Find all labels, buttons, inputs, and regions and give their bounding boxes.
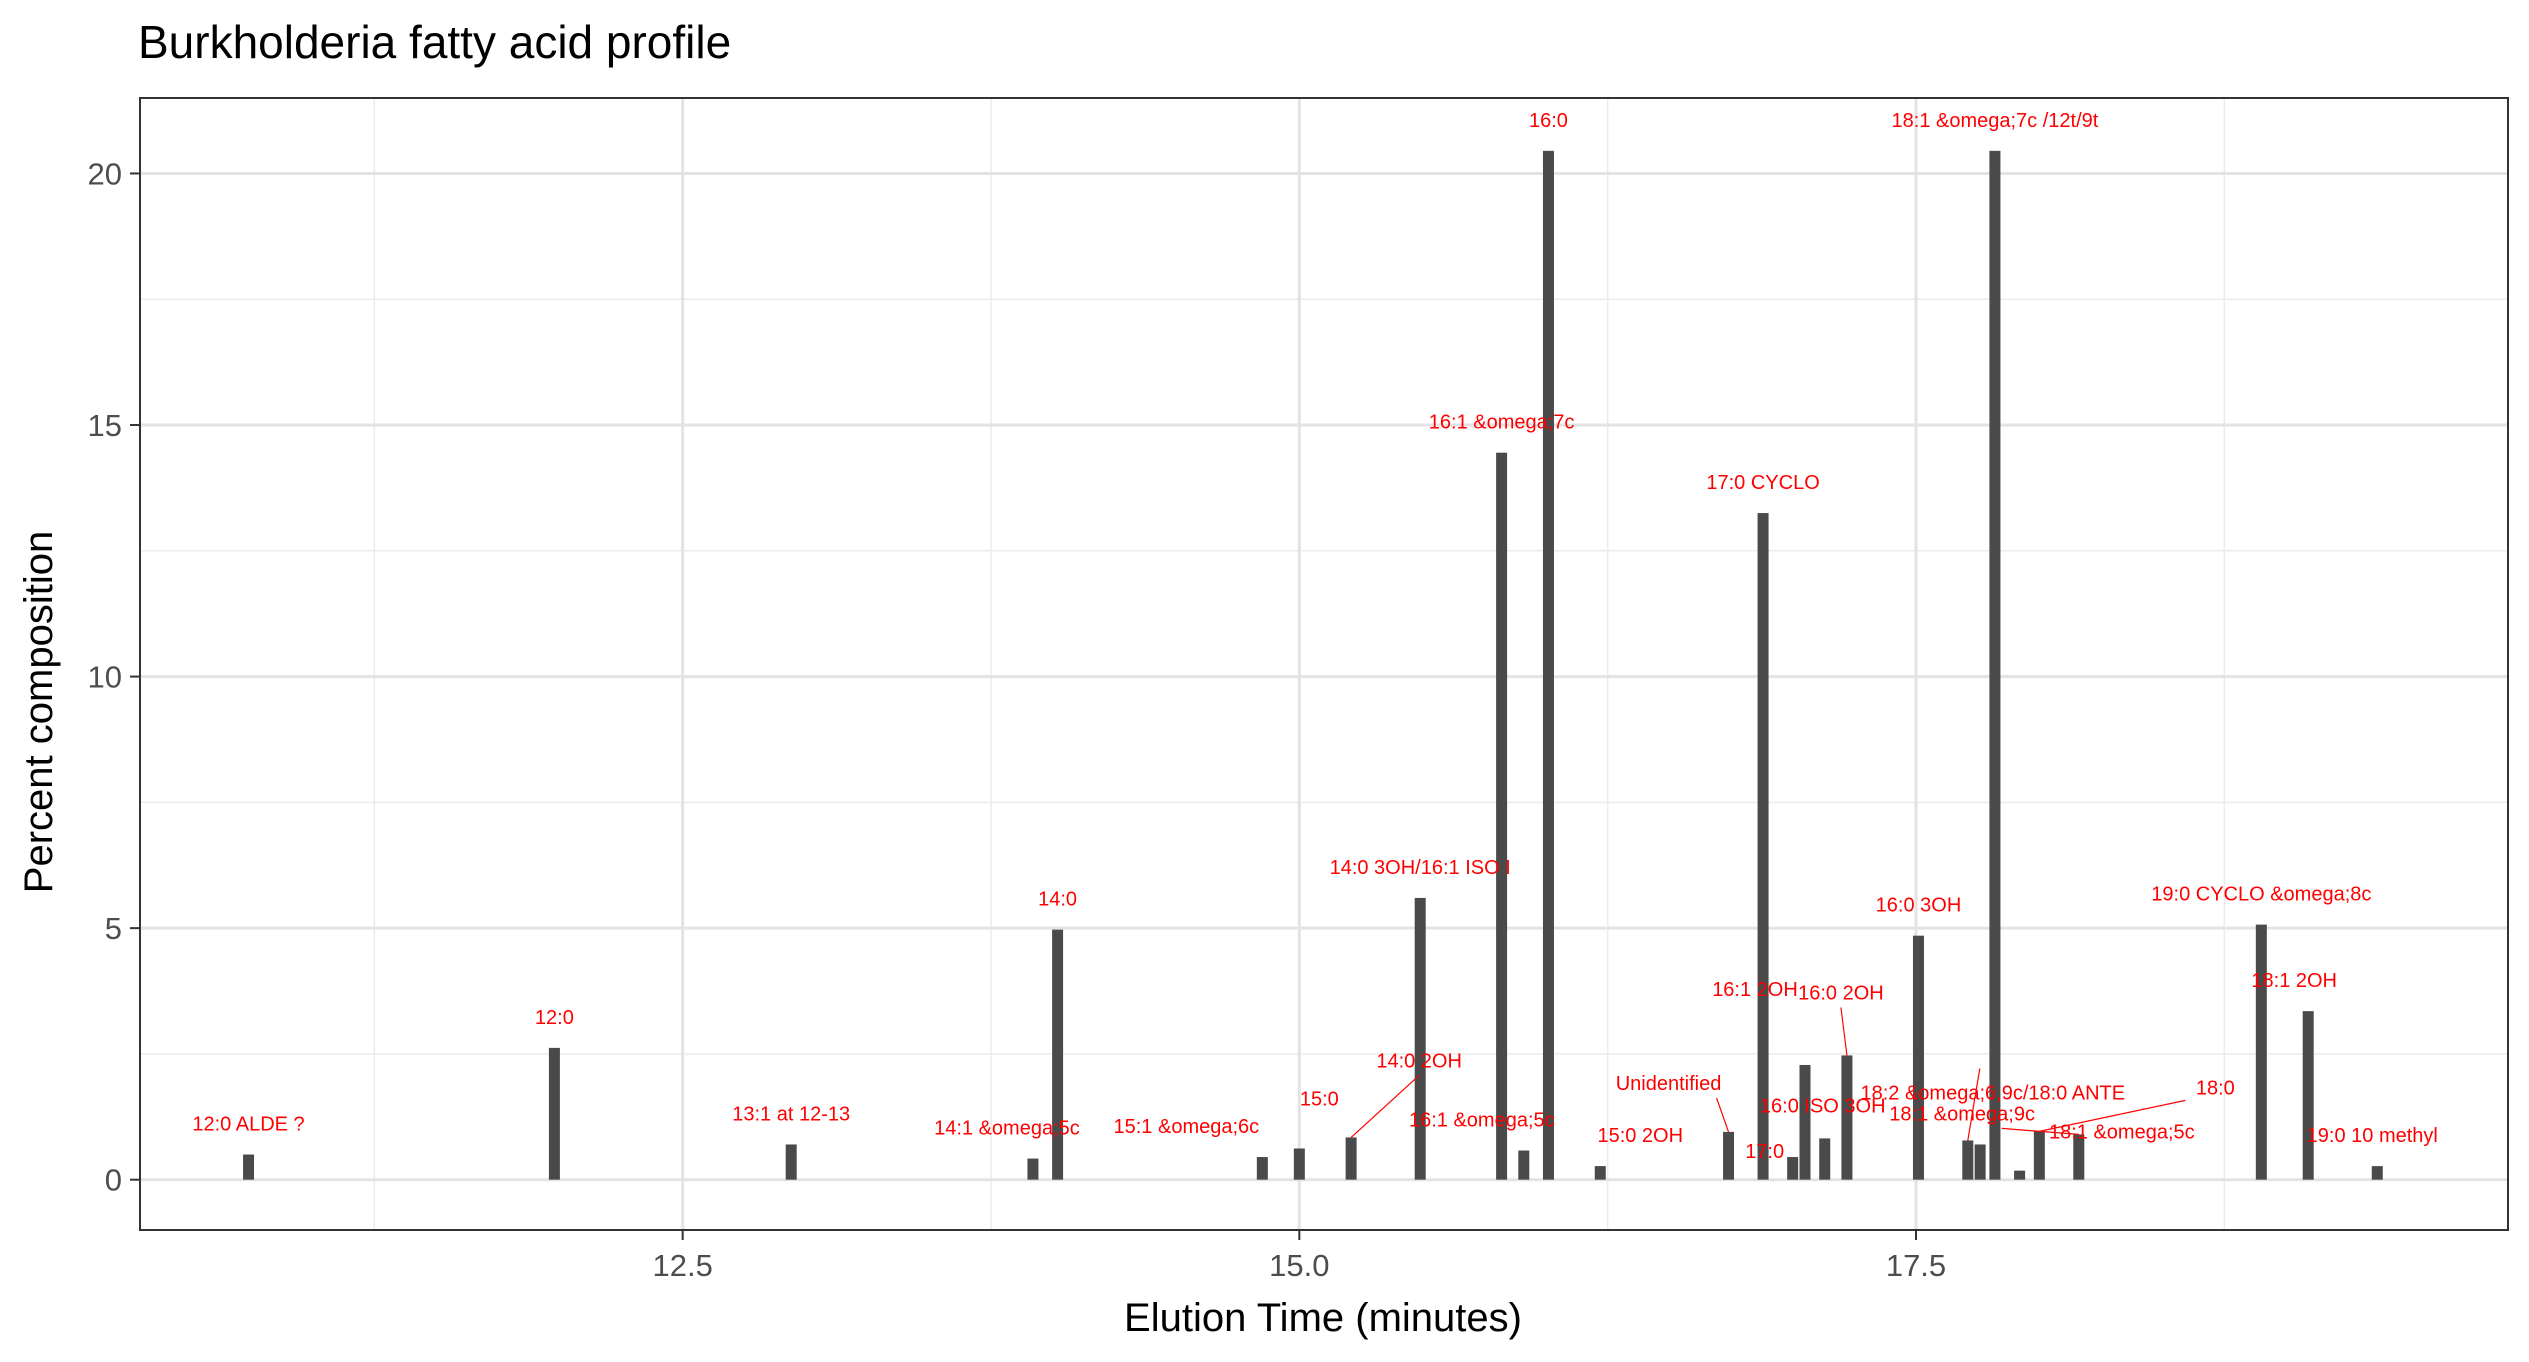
x-tick-label: 17.5: [1886, 1248, 1946, 1283]
bar: [1293, 1148, 1305, 1180]
bar: [2302, 1011, 2314, 1180]
label-leader-line: [2039, 1099, 2186, 1132]
bar: [1345, 1137, 1357, 1180]
peak-label: 18:1 &omega;9c: [1889, 1103, 2035, 1125]
bar: [1989, 150, 2001, 1180]
x-tick-label: 12.5: [652, 1248, 712, 1283]
x-tick-label: 15.0: [1269, 1248, 1329, 1283]
bar: [243, 1154, 255, 1180]
peak-label: 15:0: [1300, 1088, 1339, 1110]
bar: [2014, 1170, 2026, 1180]
y-tick-label: 0: [105, 1163, 122, 1198]
peak-label: 19:0 10 methyl: [2307, 1125, 2438, 1147]
peak-label: 18:2 &omega;6,9c/18:0 ANTE: [1860, 1082, 2125, 1104]
peak-label: 14:1 &omega;5c: [934, 1118, 1080, 1140]
peak-label: 17:0: [1745, 1141, 1784, 1163]
label-leader-line: [2001, 1127, 2079, 1136]
label-leader-line: [1715, 1097, 1730, 1133]
bar: [1027, 1158, 1039, 1180]
label-leader-line: [1840, 1007, 1848, 1056]
y-tick-label: 20: [88, 156, 122, 191]
peak-label: 12:0 ALDE ?: [192, 1114, 304, 1136]
peak-label: 16:1 2OH: [1712, 979, 1798, 1001]
grid: [140, 98, 2508, 1230]
bars: [243, 150, 2383, 1180]
peak-label: 14:0 2OH: [1376, 1050, 1462, 1072]
y-tick-label: 15: [88, 408, 122, 443]
bar: [1974, 1144, 1986, 1180]
chart-title: Burkholderia fatty acid profile: [138, 16, 731, 68]
bar: [1787, 1157, 1799, 1180]
y-tick-label: 5: [105, 911, 122, 946]
bar: [1594, 1166, 1606, 1180]
peak-label: 18:1 2OH: [2251, 970, 2337, 992]
peak-label: 15:0 2OH: [1597, 1125, 1683, 1147]
peak-label: 16:0 ISO 3OH: [1760, 1095, 1886, 1117]
peak-label: 19:0 CYCLO &omega;8c: [2151, 884, 2371, 906]
x-axis-title: Elution Time (minutes): [1124, 1296, 1522, 1340]
peak-label: 16:1 &omega;7c: [1429, 412, 1575, 434]
bar: [1723, 1131, 1735, 1180]
axes: 12.5 15.0 17.5 0 5 10 15 20: [88, 156, 1947, 1283]
bar: [2073, 1134, 2085, 1180]
bar: [548, 1047, 560, 1180]
bar: [1256, 1157, 1268, 1180]
bar: [2033, 1131, 2045, 1180]
bar: [1496, 452, 1508, 1180]
peak-label: 16:0 2OH: [1798, 982, 1884, 1004]
peak-labels: 12:0 ALDE ? 12:0 13:1 at 12-13 14:1 &omega;…: [192, 110, 2437, 1163]
y-tick-label: 10: [88, 660, 122, 695]
peak-label: 16:1 &omega;5c: [1409, 1110, 1555, 1132]
bar: [1052, 929, 1064, 1180]
bar: [1414, 897, 1426, 1180]
peak-label: 16:0 3OH: [1876, 895, 1962, 917]
bar: [1819, 1138, 1831, 1180]
peak-label: 12:0: [535, 1007, 574, 1029]
peak-label: 16:0: [1529, 110, 1568, 132]
bar: [1518, 1150, 1530, 1180]
label-leader-line: [1350, 1074, 1420, 1138]
bar: [2371, 1166, 2383, 1180]
bar: [1542, 150, 1554, 1180]
peak-label: 18:0: [2196, 1077, 2235, 1099]
peak-label: 18:1 &omega;5c: [2049, 1121, 2195, 1143]
peak-label: 13:1 at 12-13: [732, 1103, 850, 1125]
peak-label: 14:0 3OH/16:1 ISO I: [1330, 857, 1511, 879]
peak-label: Unidentified: [1616, 1073, 1722, 1095]
y-axis-title: Percent composition: [17, 531, 61, 893]
label-leader-lines: [1350, 1007, 2186, 1141]
peak-label: 14:0: [1038, 889, 1077, 911]
bar: [1841, 1055, 1853, 1180]
plot-panel-border: [139, 97, 2509, 1231]
bar: [785, 1144, 797, 1180]
bar: [1962, 1140, 1974, 1180]
label-leader-line: [1967, 1068, 1981, 1141]
bar: [1912, 935, 1924, 1180]
bar: [1799, 1064, 1811, 1180]
bar: [1757, 513, 1769, 1180]
peak-label: 18:1 &omega;7c /12t/9t: [1892, 110, 2099, 132]
bar: [2255, 924, 2267, 1180]
peak-label: 17:0 CYCLO: [1706, 472, 1819, 494]
peak-label: 15:1 &omega;6c: [1114, 1116, 1260, 1138]
